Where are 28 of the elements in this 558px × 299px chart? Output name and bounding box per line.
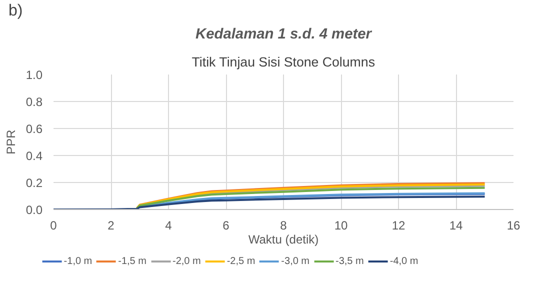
legend-label: -3,0 m xyxy=(281,256,310,266)
x-tick-label: 2 xyxy=(108,218,115,232)
y-tick-label: 0.8 xyxy=(26,95,43,109)
chart-title: Kedalaman 1 s.d. 4 meter xyxy=(196,26,373,42)
y-tick-label: 0.2 xyxy=(26,176,43,190)
y-tick-label: 0.4 xyxy=(26,149,43,163)
legend-label: -1,5 m xyxy=(118,256,146,266)
y-tick-label: 1.0 xyxy=(26,68,43,82)
x-tick-label: 8 xyxy=(280,218,288,232)
chart-subtitle: Titik Tinjau Sisi Stone Columns xyxy=(192,54,376,70)
x-tick-label: 12 xyxy=(392,218,406,232)
line-series xyxy=(54,196,486,210)
x-axis-title: Waktu (detik) xyxy=(248,232,319,246)
x-tick-label: 4 xyxy=(165,218,172,232)
x-tick-label: 0 xyxy=(50,218,58,232)
text: b) xyxy=(8,2,23,20)
legend-label: -1,0 m xyxy=(64,256,92,266)
y-tick-label: 0.0 xyxy=(26,203,43,217)
x-tick-label: 14 xyxy=(449,218,463,232)
legend-label: -2,5 m xyxy=(226,256,256,266)
x-tick-label: 6 xyxy=(222,218,230,232)
y-tick-label: 0.6 xyxy=(26,122,43,136)
x-tick-label: 10 xyxy=(334,218,348,232)
legend-label: -3,5 m xyxy=(336,256,364,266)
legend-label: -2,0 m xyxy=(172,256,201,266)
y-axis-title: PPR xyxy=(4,129,18,154)
legend-label: -4,0 m xyxy=(390,256,418,266)
x-tick-label: 16 xyxy=(506,218,520,232)
